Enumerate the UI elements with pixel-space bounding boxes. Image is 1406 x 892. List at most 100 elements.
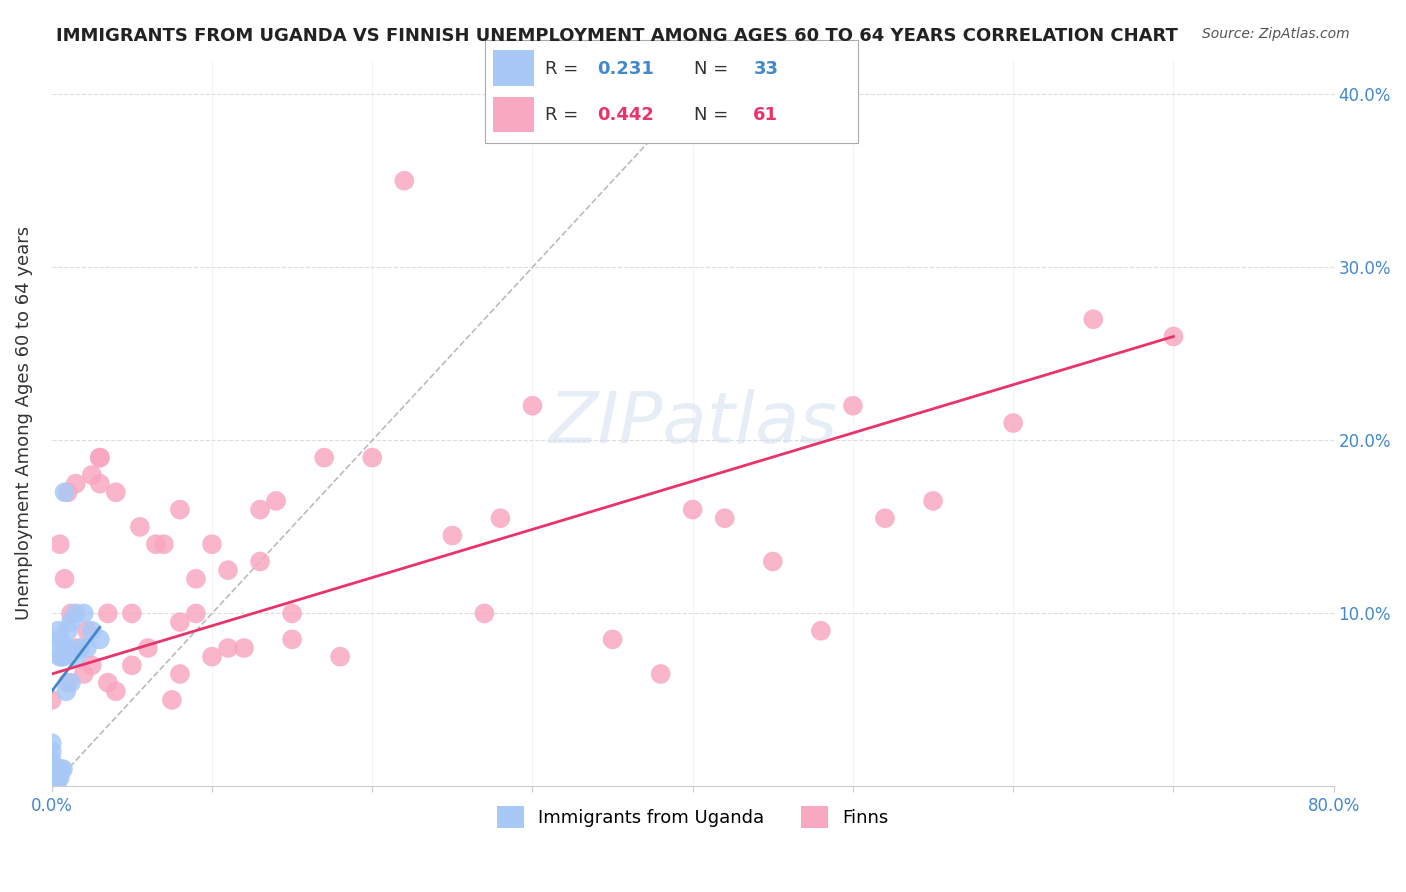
Finns [713,511,735,525]
Text: 0.442: 0.442 [596,106,654,124]
Finns [249,502,271,516]
Immigrants from Uganda [41,745,63,759]
Immigrants from Uganda [49,771,72,785]
Finns [104,485,127,500]
Text: 61: 61 [754,106,779,124]
Immigrants from Uganda [52,649,75,664]
Immigrants from Uganda [41,780,63,794]
Immigrants from Uganda [51,762,73,776]
Finns [474,607,496,621]
Finns [810,624,832,638]
Finns [1163,329,1185,343]
Finns [56,485,79,500]
Finns [762,554,785,568]
Finns [73,667,96,681]
Immigrants from Uganda [52,762,75,776]
Finns [201,537,224,551]
Finns [184,572,207,586]
Immigrants from Uganda [41,762,63,776]
Immigrants from Uganda [59,615,82,629]
Finns [169,667,191,681]
Bar [492,50,533,87]
Immigrants from Uganda [56,640,79,655]
Finns [89,450,111,465]
Finns [314,450,336,465]
Immigrants from Uganda [69,640,91,655]
Immigrants from Uganda [41,754,63,768]
Y-axis label: Unemployment Among Ages 60 to 64 years: Unemployment Among Ages 60 to 64 years [15,226,32,620]
Finns [201,649,224,664]
Finns [441,528,464,542]
Finns [329,649,352,664]
Legend: Immigrants from Uganda, Finns: Immigrants from Uganda, Finns [489,799,896,836]
Finns [249,554,271,568]
Finns [184,607,207,621]
Text: IMMIGRANTS FROM UGANDA VS FINNISH UNEMPLOYMENT AMONG AGES 60 TO 64 YEARS CORRELA: IMMIGRANTS FROM UGANDA VS FINNISH UNEMPL… [56,27,1178,45]
Finns [153,537,176,551]
Finns [281,607,304,621]
Finns [169,615,191,629]
Finns [682,502,704,516]
Finns [65,476,87,491]
Finns [128,520,150,534]
Finns [217,640,239,655]
Finns [97,675,120,690]
Finns [1002,416,1025,430]
Immigrants from Uganda [73,607,96,621]
Finns [89,450,111,465]
Finns [394,174,416,188]
Immigrants from Uganda [51,649,73,664]
Immigrants from Uganda [80,624,103,638]
Finns [59,607,82,621]
Immigrants from Uganda [55,640,77,655]
Finns [602,632,624,647]
Finns [49,537,72,551]
Finns [65,640,87,655]
Finns [281,632,304,647]
Immigrants from Uganda [89,632,111,647]
Finns [89,476,111,491]
Immigrants from Uganda [45,762,67,776]
Finns [121,658,143,673]
Finns [217,563,239,577]
Finns [233,640,256,655]
Text: R =: R = [544,60,583,78]
Finns [169,502,191,516]
Finns [41,693,63,707]
Finns [76,624,98,638]
Finns [650,667,672,681]
Immigrants from Uganda [45,771,67,785]
Finns [121,607,143,621]
Text: N =: N = [693,106,734,124]
Finns [264,494,287,508]
Immigrants from Uganda [45,780,67,794]
Finns [522,399,544,413]
Finns [97,607,120,621]
Text: R =: R = [544,106,583,124]
Immigrants from Uganda [45,640,67,655]
Finns [53,572,76,586]
Text: N =: N = [693,60,734,78]
Immigrants from Uganda [49,632,72,647]
Bar [492,96,533,132]
Text: Source: ZipAtlas.com: Source: ZipAtlas.com [1202,27,1350,41]
Immigrants from Uganda [41,736,63,750]
Finns [922,494,945,508]
Finns [160,693,183,707]
Immigrants from Uganda [65,649,87,664]
Text: 33: 33 [754,60,779,78]
Immigrants from Uganda [59,675,82,690]
Finns [56,675,79,690]
Finns [80,658,103,673]
Finns [80,467,103,482]
Finns [145,537,167,551]
Immigrants from Uganda [41,780,63,794]
Finns [104,684,127,698]
Finns [873,511,896,525]
Text: 0.231: 0.231 [596,60,654,78]
Immigrants from Uganda [55,684,77,698]
Finns [489,511,512,525]
Immigrants from Uganda [46,624,69,638]
Immigrants from Uganda [76,640,98,655]
Finns [136,640,159,655]
